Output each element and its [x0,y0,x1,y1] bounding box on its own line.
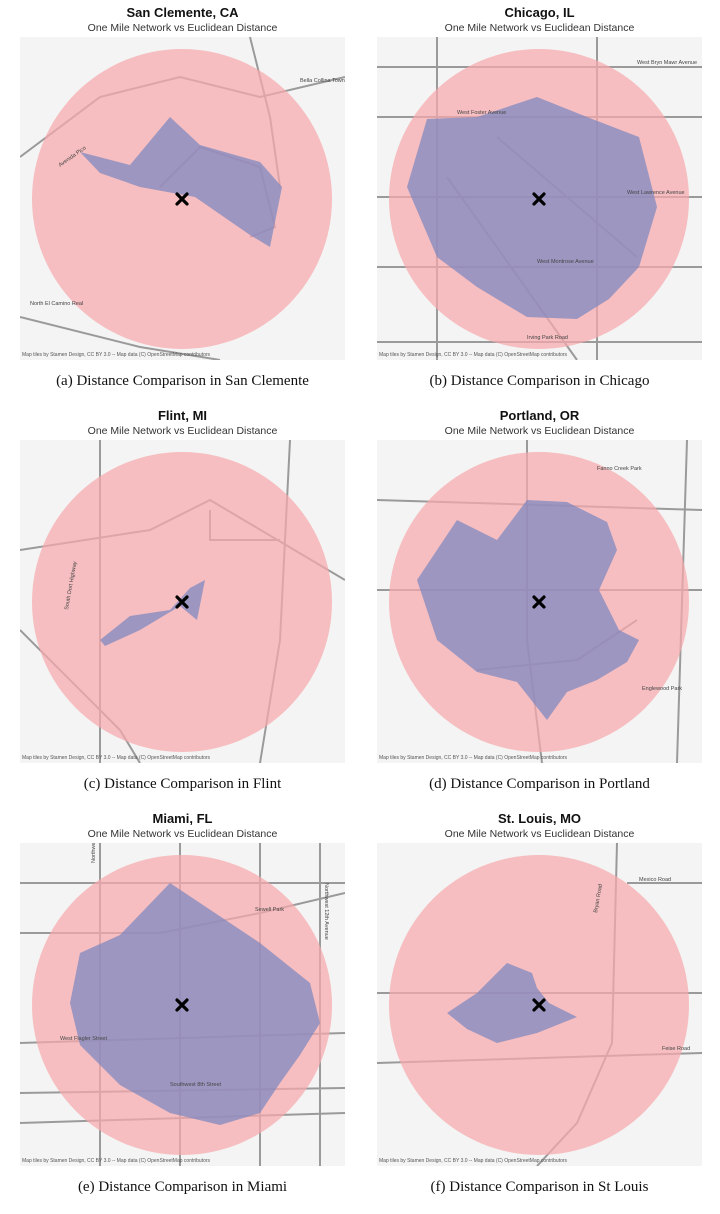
map: Sewell Park West Flagler Street Southwest … [20,806,345,1166]
street-label: Northwest 12th Avenue [323,883,329,940]
panel-subtitle: One Mile Network vs Euclidean Distance [88,828,278,840]
road [20,316,221,360]
street-label: Irving Park Road [527,335,568,341]
network-area [80,117,282,247]
panel-subtitle: One Mile Network vs Euclidean Distance [445,828,635,840]
caption: (a) Distance Comparison in San Clemente [56,373,309,389]
caption: (d) Distance Comparison in Portland [429,776,650,792]
map-attribution: Map tiles by Stamen Design, CC BY 3.0 --… [379,1158,568,1164]
street-label: Englewood Park [642,686,682,692]
map: Fanno Creek Park Englewood Park Map tiles … [377,440,702,763]
map: Mexico Road Bryan Road Feise Road Map tiles… [377,843,702,1166]
network-area [447,963,577,1043]
origin-marker [532,192,546,206]
caption: (e) Distance Comparison in Miami [78,1179,287,1195]
origin-marker [175,192,189,206]
panel-subtitle: One Mile Network vs Euclidean Distance [445,425,635,437]
caption: (f) Distance Comparison in St Louis [431,1179,649,1195]
panel-title: San Clemente, CA [127,5,240,20]
street-label: Mexico Road [639,877,671,883]
street-label: Southwest 8th Street [170,1082,222,1088]
street-label: Sewell Park [255,907,284,913]
origin-marker [532,998,546,1012]
panel-subtitle: One Mile Network vs Euclidean Distance [88,425,278,437]
network-area [70,883,320,1125]
caption: (c) Distance Comparison in Flint [84,776,282,792]
map-attribution: Map tiles by Stamen Design, CC BY 3.0 --… [22,755,211,761]
street-label: West Foster Avenue [457,110,506,116]
origin-marker [175,998,189,1012]
map: West Bryn Mawr Avenue West Foster Avenue W… [377,37,702,360]
street-label: Fanno Creek Park [597,466,642,472]
panel-title: Flint, MI [158,408,207,423]
street-label: West Lawrence Avenue [627,190,685,196]
network-area [407,97,657,319]
street-label: Bryan Road [593,884,604,914]
network-area [417,500,639,720]
map-attribution: Map tiles by Stamen Design, CC BY 3.0 --… [379,352,568,358]
map-attribution: Map tiles by Stamen Design, CC BY 3.0 --… [379,755,568,761]
street-label: North El Camino Real [30,301,83,307]
panel-subtitle: One Mile Network vs Euclidean Distance [445,22,635,34]
street-label: West Flagler Street [60,1036,107,1042]
panel-subtitle: One Mile Network vs Euclidean Distance [88,22,278,34]
panel-title: Chicago, IL [504,5,574,20]
street-label: Bella Collina Towne & Golf Club [300,78,378,84]
map-attribution: Map tiles by Stamen Design, CC BY 3.0 --… [22,352,211,358]
street-label: Feise Road [662,1046,690,1052]
map-attribution: Map tiles by Stamen Design, CC BY 3.0 --… [22,1158,211,1164]
origin-marker [532,595,546,609]
street-label: Northwest 27th Avenue [91,806,97,863]
street-label: West Montrose Avenue [537,259,594,265]
origin-marker [175,595,189,609]
network-area [100,580,205,646]
panel-title: Portland, OR [500,408,580,423]
street-label: West Bryn Mawr Avenue [637,60,697,66]
panel-title: St. Louis, MO [498,811,581,826]
panel-title: Miami, FL [153,811,213,826]
caption: (b) Distance Comparison in Chicago [430,373,650,389]
